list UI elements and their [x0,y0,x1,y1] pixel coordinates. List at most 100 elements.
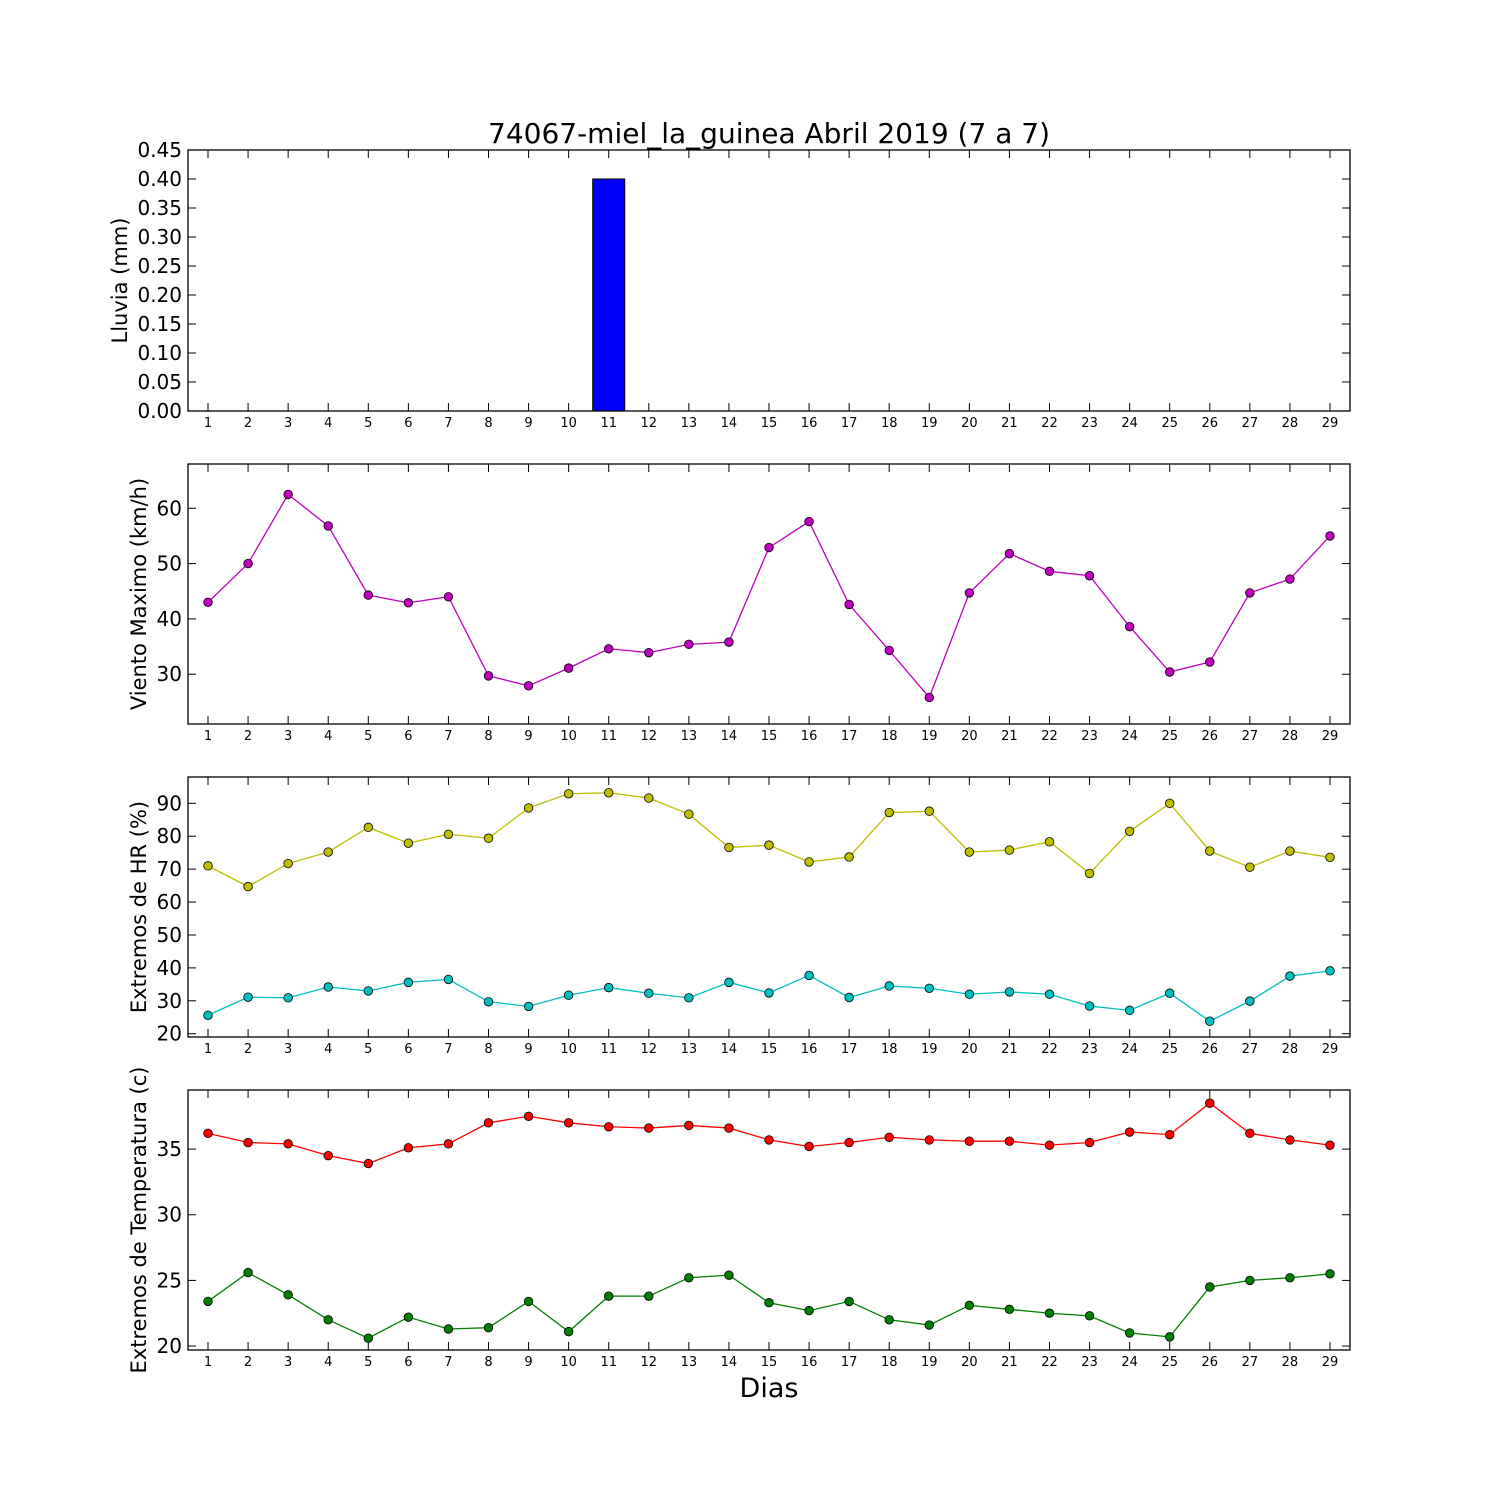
data-point [523,681,534,691]
y-tick-label: 60 [157,890,182,914]
y-tick-label: 30 [157,989,182,1013]
x-tick-label: 11 [600,729,617,744]
data-point [283,993,293,1003]
data-point [884,645,894,656]
x-tick-label: 14 [721,1042,738,1057]
data-point [804,516,814,527]
data-point [1124,1005,1135,1016]
x-tick-label: 7 [444,729,452,744]
x-tick-label: 20 [961,1355,978,1370]
x-tick-label: 8 [484,416,492,431]
data-point [563,789,574,799]
data-point [563,990,574,1000]
data-point [1165,798,1175,809]
x-tick-label: 9 [524,729,532,744]
data-point [1084,571,1095,581]
x-tick-label: 28 [1282,1355,1299,1370]
data-point [1245,996,1255,1006]
data-point [1004,548,1015,559]
data-point [1004,987,1015,997]
data-point [323,1150,333,1161]
x-tick-label: 23 [1081,416,1098,431]
data-point [924,1135,934,1145]
x-tick-label: 19 [921,1042,938,1057]
data-point [1285,1135,1295,1145]
x-tick-label: 11 [600,1042,617,1057]
x-tick-label: 1 [204,1042,212,1057]
data-point [924,983,934,993]
data-point [1084,1311,1095,1321]
data-point [1285,574,1295,584]
x-tick-label: 15 [761,1042,778,1057]
x-tick-label: 5 [364,1042,372,1057]
data-point [684,809,694,819]
y-tick-label: 0.05 [137,370,182,394]
data-point [804,857,814,867]
x-tick-label: 25 [1161,1042,1178,1057]
x-tick-label: 27 [1242,1042,1259,1057]
x-tick-label: 2 [244,1042,252,1057]
data-point [1044,1140,1055,1150]
x-tick-label: 6 [404,729,412,744]
data-point [724,1123,734,1133]
data-point [924,806,934,816]
y-tick-label: 0.25 [137,254,182,278]
data-point [1205,657,1215,667]
data-point [323,982,333,992]
x-tick-label: 6 [404,1355,412,1370]
x-tick-label: 29 [1322,416,1339,431]
data-point [1044,1308,1055,1318]
data-point [844,1296,854,1307]
plot-frame [187,149,1351,412]
data-point [644,647,654,658]
data-point [563,1326,574,1337]
x-tick-label: 25 [1161,1355,1178,1370]
x-tick-label: 18 [881,1355,898,1370]
data-point [644,793,654,803]
data-point [203,597,213,607]
x-tick-label: 11 [600,1355,617,1370]
x-tick-label: 9 [524,1042,532,1057]
x-axis-label: Dias [740,1373,799,1404]
data-point [1004,1304,1015,1314]
plot-frame [187,776,1351,1038]
data-point [684,993,694,1003]
data-point [483,1118,494,1128]
data-point [363,1158,373,1169]
x-tick-label: 5 [364,416,372,431]
data-point [1245,862,1255,872]
x-tick-label: 5 [364,729,372,744]
x-tick-label: 25 [1161,729,1178,744]
x-tick-label: 8 [484,1042,492,1057]
data-point [604,788,614,798]
y-tick-label: 40 [157,956,182,980]
x-tick-label: 21 [1001,1355,1018,1370]
data-point [724,637,734,647]
data-point [523,1296,534,1307]
data-point [604,1291,614,1301]
data-point [1325,1269,1335,1279]
data-point [844,992,854,1003]
x-tick-label: 2 [244,1355,252,1370]
data-point [764,1135,774,1145]
data-point [1285,1273,1295,1283]
data-point [1285,971,1295,981]
data-point [363,986,373,996]
x-tick-label: 3 [284,1042,292,1057]
x-tick-label: 9 [524,1355,532,1370]
data-point [243,1267,253,1278]
x-tick-label: 13 [681,1042,698,1057]
x-tick-label: 2 [244,416,252,431]
y-tick-label: 30 [157,1203,182,1227]
data-point [283,489,293,500]
x-tick-label: 8 [484,729,492,744]
data-point [483,997,494,1007]
data-point [403,838,414,848]
data-point [443,829,454,839]
x-tick-label: 26 [1202,1042,1219,1057]
x-tick-label: 4 [324,1042,332,1057]
y-tick-label: 25 [157,1268,182,1292]
x-tick-label: 24 [1121,729,1138,744]
y-tick-label: 35 [157,1137,182,1161]
